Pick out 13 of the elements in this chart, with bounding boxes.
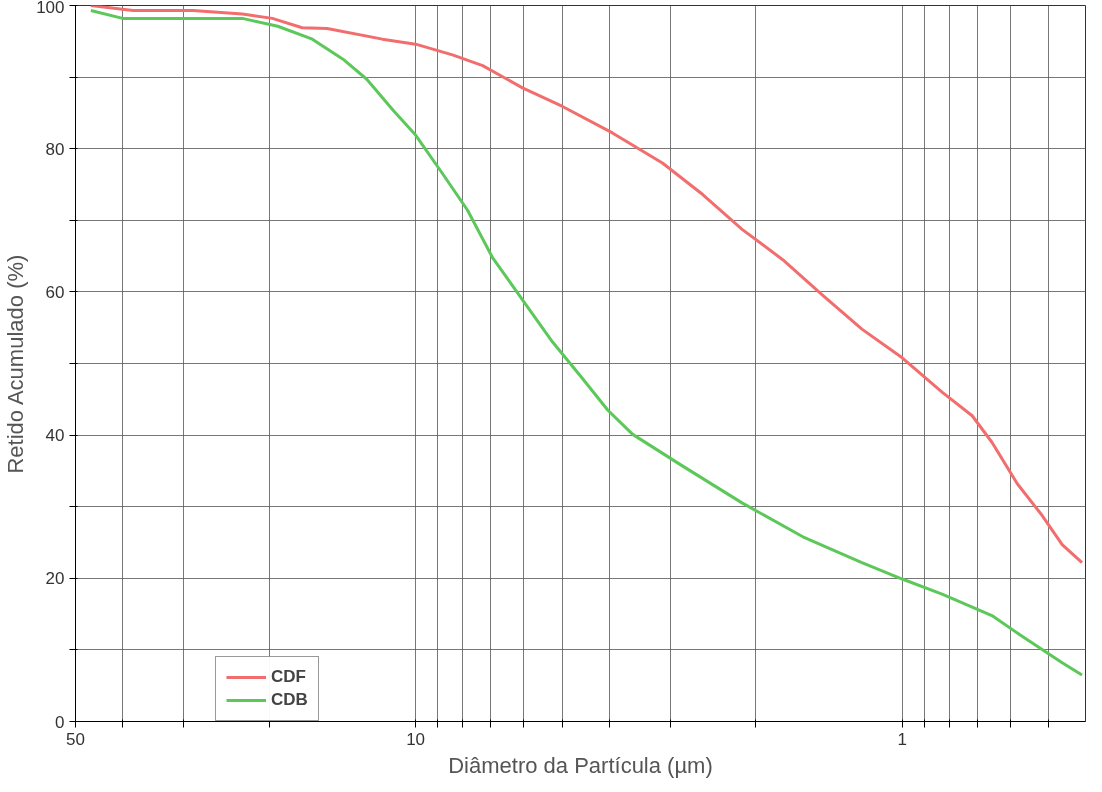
x-tick-label: 50 (66, 729, 85, 749)
legend-label: CDF (271, 667, 306, 687)
y-tick-label: 40 (45, 426, 65, 446)
legend-label: CDB (271, 690, 308, 710)
y-tick-label: 60 (45, 282, 65, 302)
x-tick-label: 10 (406, 729, 426, 749)
x-axis-title: Diâmetro da Partícula (µm) (448, 752, 713, 778)
y-tick-label: 20 (45, 569, 65, 589)
y-axis-title: Retido Acumulado (%) (3, 254, 29, 474)
y-tick-label: 0 (55, 712, 65, 732)
y-tick-label: 100 (36, 0, 65, 17)
y-tick-label: 80 (45, 139, 65, 159)
x-tick-label: 1 (897, 729, 907, 749)
